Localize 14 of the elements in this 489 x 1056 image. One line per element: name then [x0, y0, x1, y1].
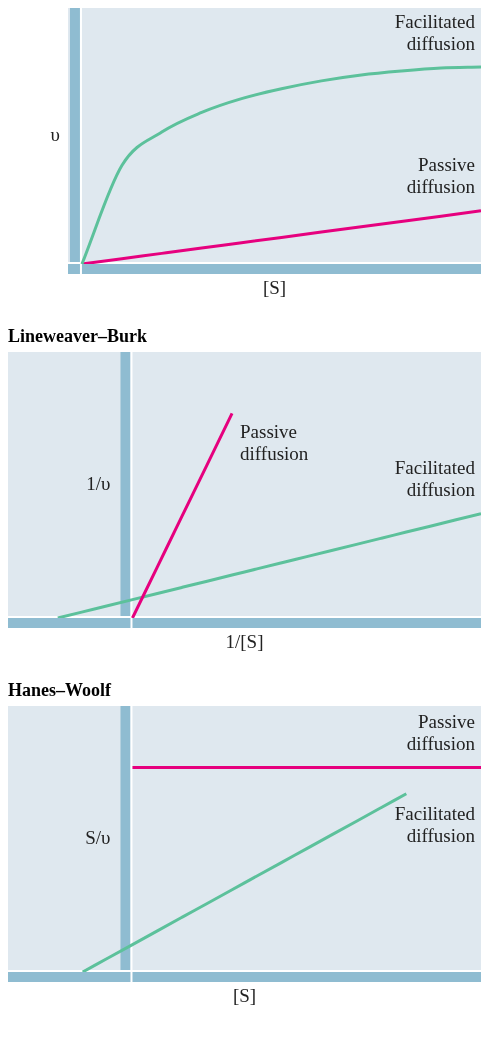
y-axis-title: S/υ: [85, 826, 111, 848]
chart-title: Lineweaver–Burk: [8, 326, 148, 348]
chart-title: Hanes–Woolf: [8, 680, 113, 702]
series-label: Facilitated diffusion: [394, 803, 476, 847]
series-label: Facilitated diffusion: [394, 10, 476, 54]
x-axis-title: 1/[S]: [225, 631, 264, 653]
series-label: Passive diffusion: [406, 154, 476, 198]
series-label: Facilitated diffusion: [394, 457, 476, 501]
y-axis-title: 1/υ: [86, 472, 111, 494]
series-label: Passive diffusion: [406, 710, 476, 754]
series-label: Passive diffusion: [240, 420, 309, 464]
x-axis-title: [S]: [262, 277, 287, 299]
y-axis-title: υ: [50, 123, 60, 145]
x-axis-title: [S]: [232, 985, 257, 1007]
